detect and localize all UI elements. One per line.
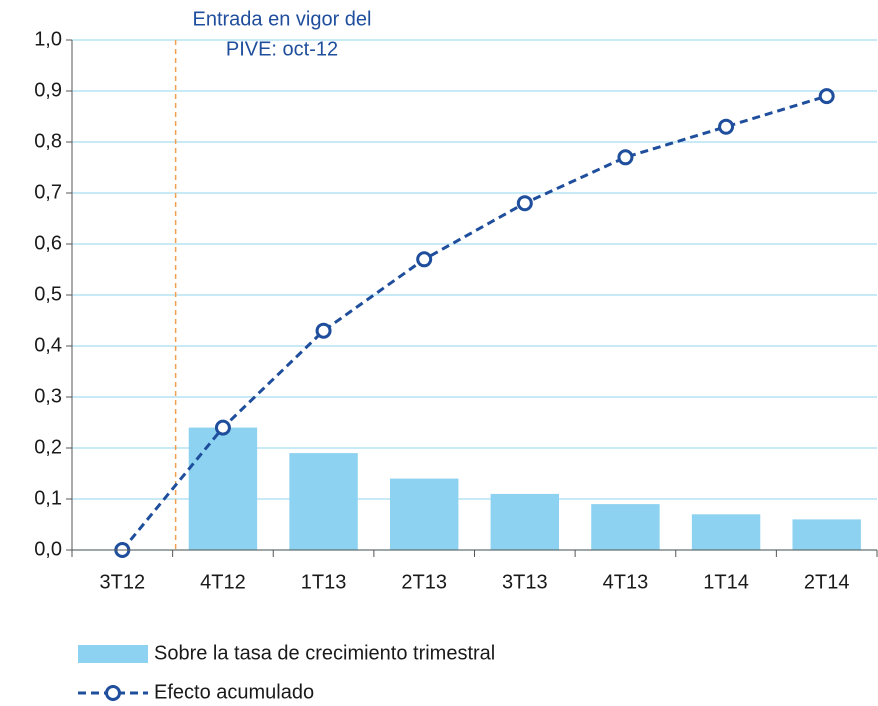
y-tick-label: 0,0	[34, 538, 62, 560]
bar	[490, 493, 560, 550]
y-tick-label: 0,5	[34, 283, 62, 305]
x-tick-label: 2T14	[804, 571, 850, 593]
x-tick-label: 1T14	[703, 571, 749, 593]
legend-label: Efecto acumulado	[154, 681, 314, 703]
x-tick-label: 3T12	[100, 571, 146, 593]
line	[121, 94, 828, 551]
bar	[691, 514, 761, 550]
y-tick-label: 0,3	[34, 385, 62, 407]
marker	[718, 118, 735, 135]
legend-marker	[105, 685, 121, 701]
y-tick-label: 0,8	[34, 130, 62, 152]
y-tick-label: 0,2	[34, 436, 62, 458]
bar	[792, 519, 861, 550]
x-tick-label: 1T13	[301, 571, 347, 593]
marker	[214, 419, 231, 436]
marker	[818, 88, 835, 105]
y-tick-label: 0,6	[34, 232, 62, 254]
bar	[389, 478, 459, 550]
x-tick-label: 4T12	[200, 571, 246, 593]
annotation: Entrada en vigor del	[192, 8, 371, 30]
y-tick-label: 0,1	[34, 487, 62, 509]
legend-label: Sobre la tasa de crecimiento trimestral	[154, 642, 495, 664]
bar	[591, 504, 660, 550]
marker	[516, 195, 533, 212]
y-tick-label: 0,7	[34, 181, 62, 203]
y-tick-label: 1,0	[34, 28, 62, 50]
legend-swatch	[78, 645, 148, 663]
x-tick-label: 4T13	[603, 571, 649, 593]
marker	[617, 149, 634, 166]
y-tick-label: 0,9	[34, 79, 62, 101]
annotation: PIVE: oct-12	[226, 38, 338, 60]
x-tick-label: 2T13	[401, 571, 447, 593]
marker	[416, 251, 433, 268]
y-tick-label: 0,4	[34, 334, 62, 356]
bar	[289, 453, 358, 550]
marker	[315, 322, 332, 339]
bar	[188, 427, 258, 550]
x-tick-label: 3T13	[502, 571, 548, 593]
